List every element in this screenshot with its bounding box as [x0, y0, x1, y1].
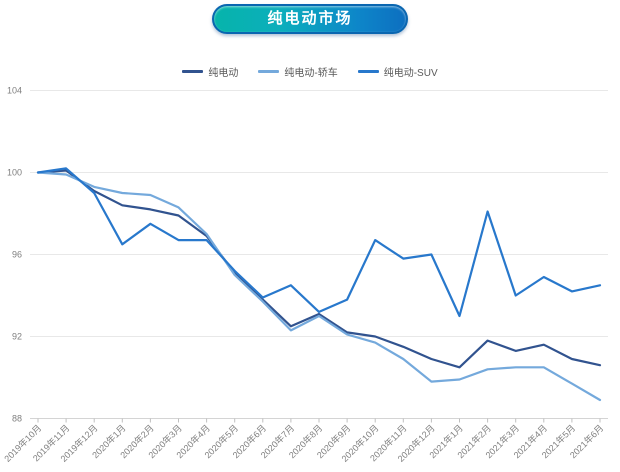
legend-item-0: 纯电动	[182, 64, 238, 79]
series-line-2	[36, 167, 602, 318]
legend-label: 纯电动-轿车	[284, 67, 338, 79]
legend-item-1: 纯电动-轿车	[258, 64, 338, 79]
legend-label: 纯电动-SUV	[383, 67, 438, 79]
legend-swatch	[258, 69, 280, 73]
series-line-1	[36, 171, 602, 402]
chart-title-badge: 纯电动市场	[212, 4, 408, 34]
legend-item-2: 纯电动-SUV	[357, 64, 438, 79]
series-line-0	[36, 169, 602, 369]
y-axis-tick-label: 88	[12, 414, 22, 424]
y-axis-tick-label: 96	[12, 250, 22, 260]
y-axis-tick-label: 100	[7, 168, 22, 178]
legend-swatch	[357, 69, 379, 73]
legend-swatch	[182, 69, 204, 73]
y-axis-tick-label: 104	[7, 86, 22, 96]
y-axis-tick-label: 92	[12, 332, 22, 342]
chart-legend: 纯电动 纯电动-轿车 纯电动-SUV	[0, 64, 620, 79]
legend-label: 纯电动	[208, 67, 239, 79]
